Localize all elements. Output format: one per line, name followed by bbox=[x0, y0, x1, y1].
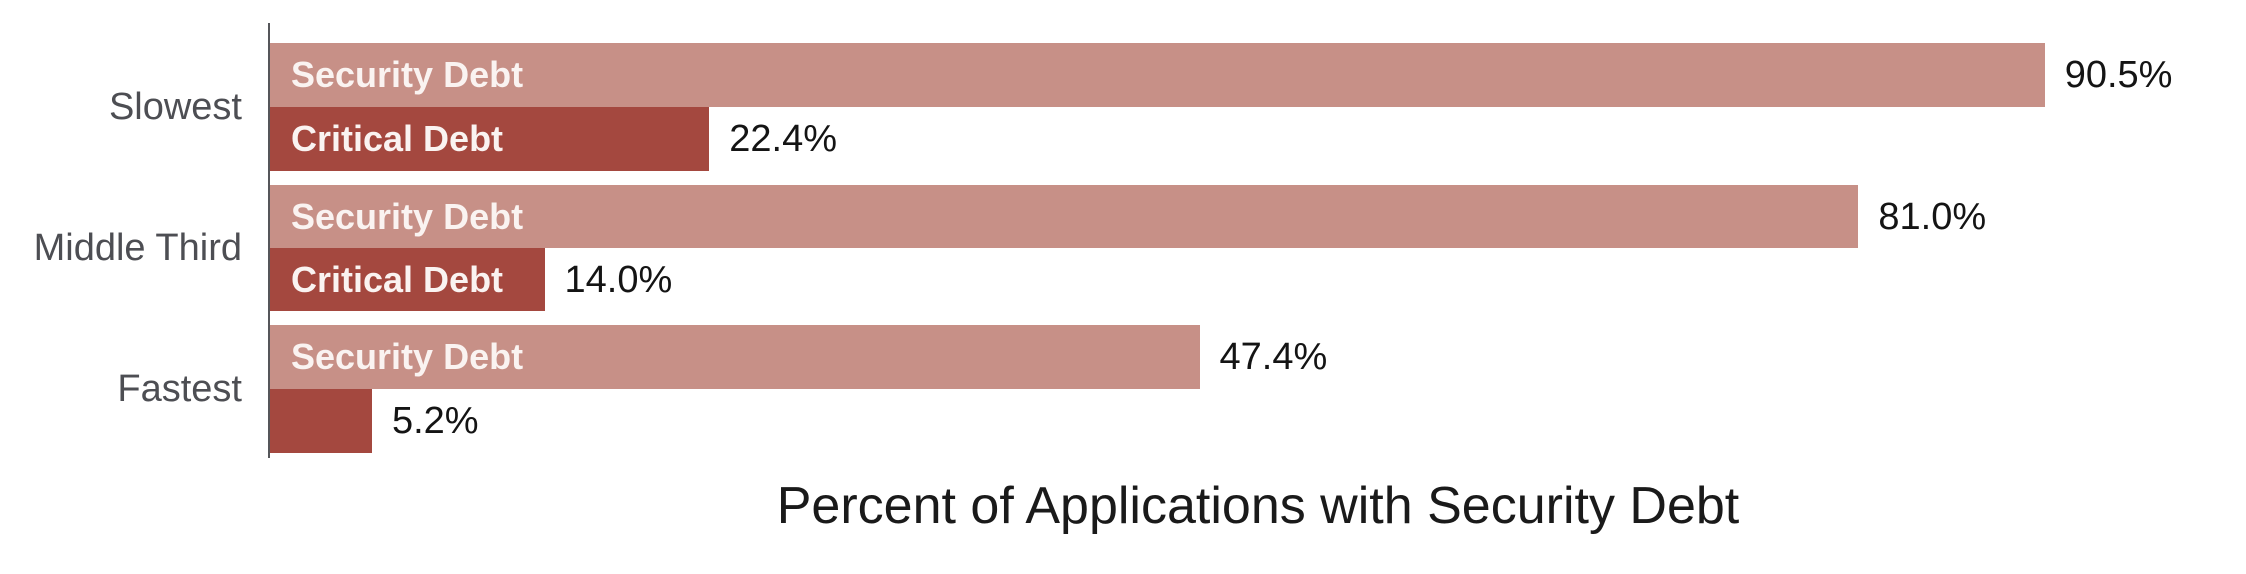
bar-row: Critical Debt 14.0% bbox=[270, 248, 2246, 311]
critical-debt-bar bbox=[270, 389, 372, 453]
value-label: 81.0% bbox=[1878, 195, 1987, 238]
bar-series-label: Security Debt bbox=[291, 336, 524, 377]
bar-series-label: Security Debt bbox=[291, 54, 524, 95]
bar-series-label: Security Debt bbox=[291, 195, 524, 237]
security-debt-bar: Security Debt bbox=[270, 185, 1859, 248]
bar-group-fastest: Security Debt 47.4% 5.2% bbox=[270, 325, 2246, 453]
bar-row: Security Debt 47.4% bbox=[270, 325, 2246, 389]
bar-row: Security Debt 90.5% bbox=[270, 43, 2246, 107]
bar-row: 5.2% bbox=[270, 389, 2246, 453]
bar-series-label: Critical Debt bbox=[291, 118, 504, 159]
x-axis-title: Percent of Applications with Security De… bbox=[776, 477, 1740, 535]
value-label: 14.0% bbox=[564, 258, 673, 301]
category-label-middle-third: Middle Third bbox=[33, 227, 242, 269]
bar-row: Security Debt 81.0% bbox=[270, 185, 2246, 248]
y-axis-line bbox=[268, 23, 270, 458]
critical-debt-bar: Critical Debt bbox=[270, 248, 545, 311]
security-debt-bar: Security Debt bbox=[270, 43, 2045, 107]
bar-row: Critical Debt 22.4% bbox=[270, 107, 2246, 171]
bar-series-label: Critical Debt bbox=[291, 258, 504, 300]
bar-group-middle-third: Security Debt 81.0% Critical Debt 14.0% bbox=[270, 185, 2246, 311]
critical-debt-bar: Critical Debt bbox=[270, 107, 710, 171]
value-label: 47.4% bbox=[1219, 336, 1328, 378]
value-label: 22.4% bbox=[729, 118, 837, 160]
category-label-fastest: Fastest bbox=[117, 368, 242, 410]
bar-group-slowest: Security Debt 90.5% Critical Debt 22.4% bbox=[270, 43, 2246, 171]
category-label-slowest: Slowest bbox=[108, 86, 242, 128]
value-label: 90.5% bbox=[2064, 54, 2173, 96]
value-label: 5.2% bbox=[391, 400, 479, 442]
security-debt-bar: Security Debt bbox=[270, 325, 1200, 389]
